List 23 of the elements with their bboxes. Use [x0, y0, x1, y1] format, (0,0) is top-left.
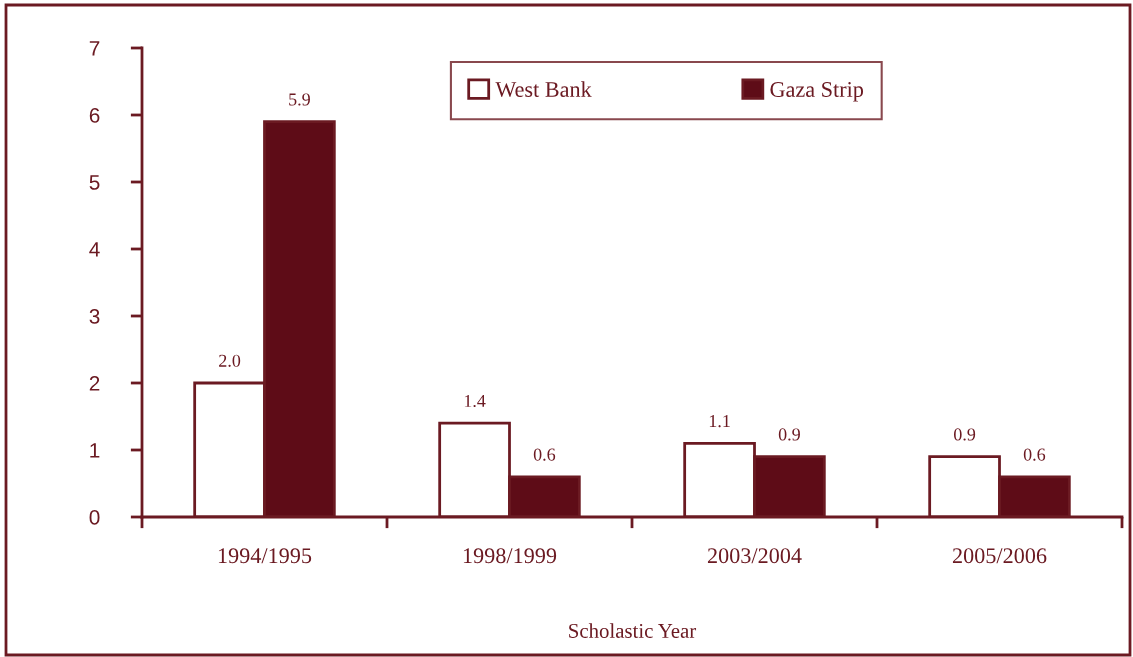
- data-label: 0.9: [778, 428, 800, 441]
- data-label: 1.1: [709, 415, 730, 428]
- data-label: 5.9: [289, 93, 310, 106]
- y-tick-label: 3: [89, 309, 100, 324]
- x-tick-label: 1998/1999: [463, 548, 557, 564]
- data-label: 0.6: [1023, 448, 1046, 461]
- y-tick-label: 6: [89, 108, 100, 123]
- data-label: 1.4: [464, 394, 486, 408]
- y-tick-label: 5: [89, 175, 100, 190]
- legend-label: West Bank: [495, 81, 592, 98]
- data-label: 0.9: [953, 428, 976, 441]
- y-tick-label: 1: [90, 443, 100, 458]
- x-axis-title: Scholastic Year: [569, 623, 697, 638]
- data-label: 0.6: [533, 448, 556, 461]
- legend-label: Gaza Strip: [770, 82, 864, 102]
- y-tick-label: 0: [89, 510, 100, 525]
- x-tick-label: 2003/2004: [707, 548, 802, 564]
- y-tick-label: 2: [89, 376, 100, 391]
- y-tick-label: 7: [89, 41, 100, 56]
- data-label: 2.0: [219, 354, 241, 367]
- y-tick-label: 4: [89, 242, 100, 257]
- x-tick-label: 1994/1995: [218, 548, 312, 564]
- x-tick-label: 2005/2006: [952, 548, 1047, 564]
